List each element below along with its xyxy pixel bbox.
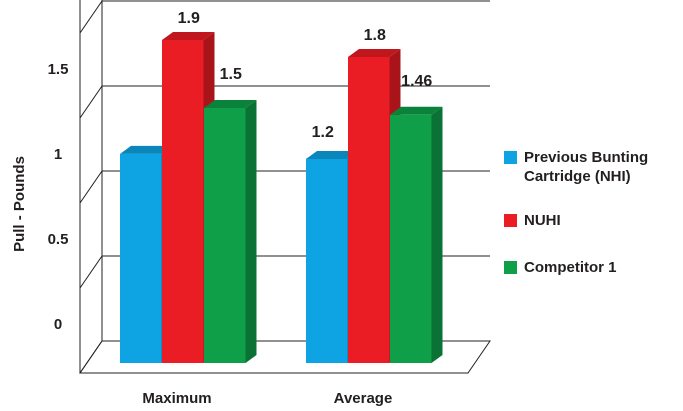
- y-axis-label: Pull - Pounds: [11, 156, 28, 252]
- gridline-side: [79, 255, 103, 289]
- y-tick-label: 0.5: [48, 231, 69, 248]
- bar-top: [204, 100, 257, 108]
- chart-legend: Previous Bunting Cartridge (NHI) NUHI Comp…: [504, 148, 679, 302]
- bar-value-label: 1.9: [178, 10, 200, 27]
- legend-label: NUHI: [524, 212, 561, 229]
- x-axis-ticks: Maximum Average: [142, 390, 392, 407]
- chart-floor: [79, 340, 491, 374]
- bar-top: [348, 49, 401, 57]
- bar-value-label: 1.46: [401, 73, 432, 90]
- chart-bars: [120, 32, 443, 364]
- bar: [162, 40, 204, 363]
- x-tick-label: Average: [334, 390, 393, 407]
- bar-side: [245, 100, 257, 363]
- bar: [306, 159, 348, 363]
- legend-item: NUHI: [504, 211, 679, 230]
- legend-item: Competitor 1: [504, 258, 679, 277]
- y-tick-label: 0: [54, 316, 62, 333]
- gridline-side: [79, 170, 103, 204]
- bar: [348, 57, 390, 363]
- bar-top: [120, 145, 173, 154]
- bar-top: [390, 106, 443, 115]
- legend-swatch: [504, 261, 517, 274]
- y-tick-label: 1: [54, 146, 62, 163]
- floor-plane: [79, 340, 491, 374]
- legend-swatch: [504, 214, 517, 227]
- bar-value-label: 1.5: [220, 66, 242, 83]
- bar-side: [431, 106, 443, 364]
- bar-value-label: 1.2: [312, 124, 334, 141]
- bar: [120, 153, 162, 363]
- legend-swatch: [504, 151, 517, 164]
- x-tick-label: Maximum: [142, 390, 211, 407]
- legend-label: Competitor 1: [524, 259, 617, 276]
- y-tick-label: 1.5: [48, 61, 69, 78]
- legend-label: Previous Bunting Cartridge (NHI): [524, 149, 649, 185]
- gridline-side: [79, 0, 103, 34]
- bar-value-labels: 1.9 1.5 1.2 1.8 1.46: [178, 10, 433, 141]
- bar: [390, 114, 432, 363]
- bar: [204, 108, 246, 363]
- legend-item: Previous Bunting Cartridge (NHI): [504, 148, 679, 186]
- bar-top: [162, 32, 215, 40]
- bar-top: [306, 151, 359, 159]
- gridline-side: [79, 85, 103, 119]
- y-axis-ticks: 00.511.52: [48, 61, 69, 333]
- bar-value-label: 1.8: [364, 27, 386, 44]
